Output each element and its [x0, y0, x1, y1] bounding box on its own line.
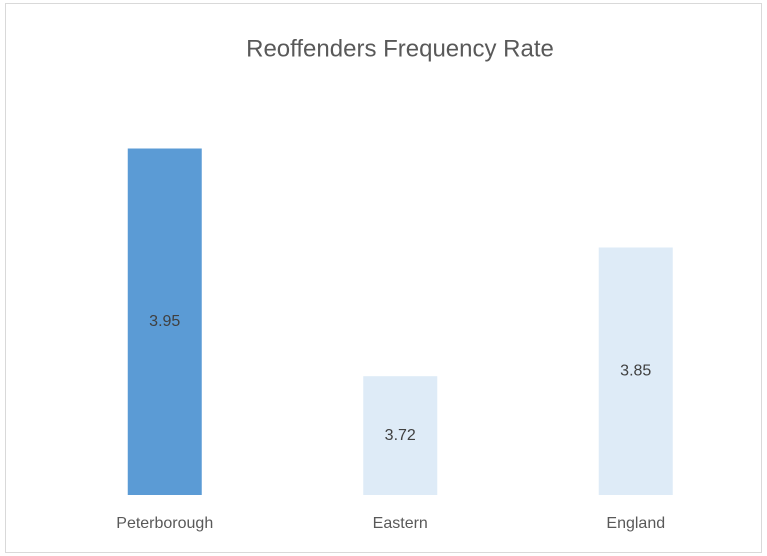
- x-tick-label: Peterborough: [116, 515, 213, 532]
- data-label: 3.72: [385, 427, 416, 444]
- bar: [127, 148, 202, 495]
- bar: [363, 376, 438, 495]
- data-label: 3.95: [149, 313, 180, 330]
- chart-title: Reoffenders Frequency Rate: [246, 35, 554, 62]
- x-tick-label: Eastern: [373, 515, 428, 532]
- x-tick-label: England: [606, 515, 665, 532]
- bar: [598, 247, 673, 495]
- data-label: 3.85: [620, 362, 651, 379]
